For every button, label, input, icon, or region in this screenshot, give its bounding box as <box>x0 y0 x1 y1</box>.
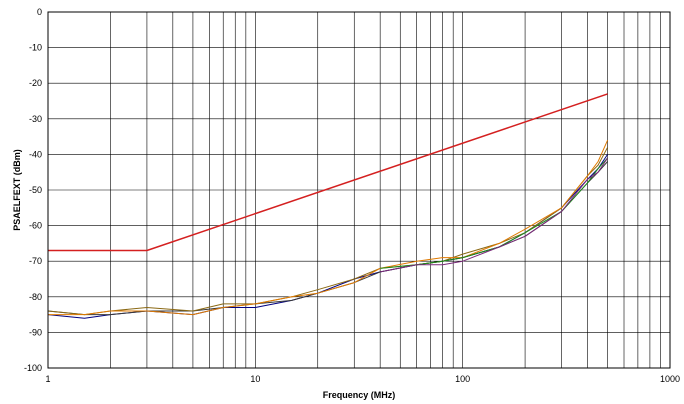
x-tick-label: 1000 <box>660 374 680 384</box>
y-tick-label: -60 <box>29 221 42 231</box>
y-axis-title: PSAELFEXT (dBm) <box>12 149 22 231</box>
x-tick-label: 10 <box>250 374 260 384</box>
y-tick-label: -20 <box>29 78 42 88</box>
y-tick-label: -50 <box>29 185 42 195</box>
y-tick-label: 0 <box>37 7 42 17</box>
measurement-line <box>380 157 609 273</box>
plot-border <box>47 11 671 369</box>
x-axis-title: Frequency (MHz) <box>323 390 396 400</box>
x-tick-label: 100 <box>455 374 470 384</box>
x-tick-label: 1 <box>45 374 50 384</box>
limit-line <box>48 93 608 252</box>
y-tick-label: -70 <box>29 256 42 266</box>
y-tick-label: -100 <box>24 363 42 373</box>
measurement-line <box>48 139 609 316</box>
series-group <box>47 93 609 319</box>
y-tick-label: -30 <box>29 114 42 124</box>
measurement-line <box>47 147 609 316</box>
y-tick-label: -10 <box>29 43 42 53</box>
y-tick-label: -80 <box>29 292 42 302</box>
y-tick-label: -40 <box>29 149 42 159</box>
y-tick-label: -90 <box>29 327 42 337</box>
